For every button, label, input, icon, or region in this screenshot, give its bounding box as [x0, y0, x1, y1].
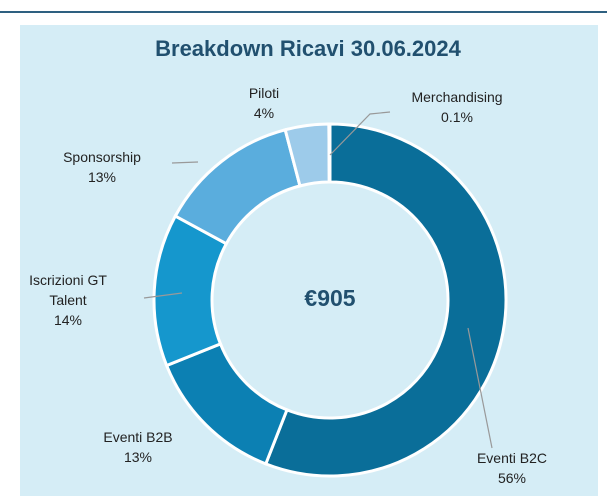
value-label: 4% — [253, 105, 275, 121]
category-name: Eventi B2C — [476, 450, 548, 466]
slice-label: Iscrizioni GT Talent 14% — [21, 270, 116, 330]
category-name: Iscrizioni GT Talent — [29, 272, 107, 308]
value-label: 13% — [123, 449, 153, 465]
slice — [263, 122, 508, 478]
slice-label: Merchandising 0.1% — [387, 87, 527, 127]
value-label: 0.1% — [441, 109, 473, 125]
category-name: Piloti — [248, 85, 280, 101]
slice-label: Sponsorship 13% — [42, 147, 162, 187]
leader-line — [329, 111, 391, 156]
slice — [327, 122, 332, 184]
value-label: 56% — [497, 470, 527, 486]
leader-line — [467, 327, 493, 449]
slice-label: Eventi B2C 56% — [452, 448, 572, 488]
value-label: 13% — [87, 169, 117, 185]
leader-line — [171, 161, 199, 164]
category-name: Eventi B2B — [103, 429, 173, 445]
leader-line — [143, 292, 183, 299]
value-label: 14% — [53, 312, 83, 328]
category-name: Merchandising — [411, 89, 503, 105]
category-name: Sponsorship — [63, 149, 141, 165]
center-label: €905 — [304, 285, 355, 311]
chart-title: Breakdown Ricavi 30.06.2024 — [155, 36, 461, 61]
slice-label: Piloti 4% — [224, 83, 304, 123]
slice-label: Eventi B2B 13% — [78, 427, 198, 467]
leader-lines — [143, 111, 493, 449]
